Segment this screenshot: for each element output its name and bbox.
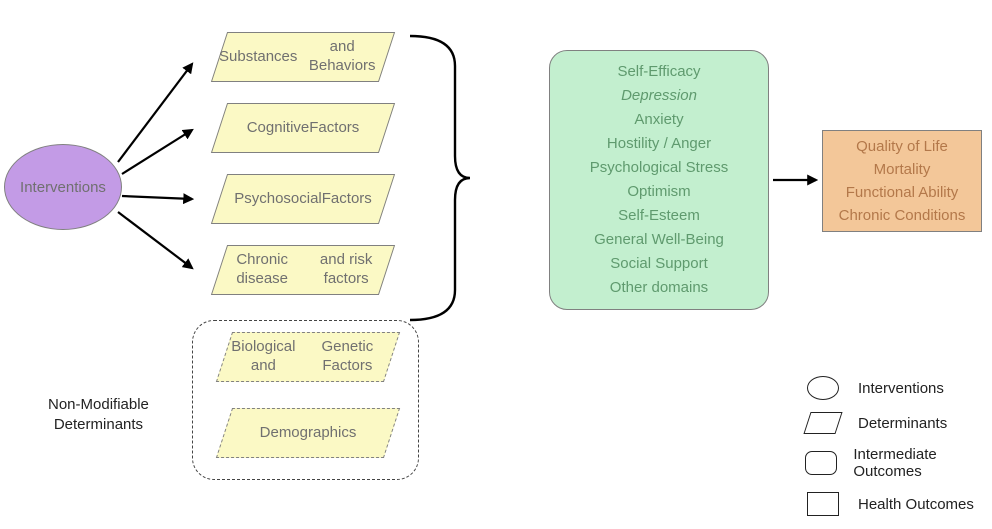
health-outcomes-box: Quality of LifeMortalityFunctional Abili… <box>822 130 982 232</box>
intermediate-line: General Well-Being <box>594 228 724 252</box>
determinant-label: PsychosocialFactors <box>219 174 387 224</box>
determinant-label: Substancesand Behaviors <box>219 32 387 82</box>
legend-shape-rrect <box>802 451 839 475</box>
arrow <box>118 212 192 268</box>
arrow <box>118 64 192 162</box>
nonmodifiable-label: Non-ModifiableDeterminants <box>48 395 149 434</box>
intermediate-outcomes-box: Self-EfficacyDepressionAnxietyHostility … <box>549 50 769 310</box>
intermediate-line: Social Support <box>610 252 708 276</box>
intermediate-line: Optimism <box>627 180 690 204</box>
intermediate-line: Psychological Stress <box>590 156 728 180</box>
legend-row-para: Determinants <box>802 412 992 434</box>
interventions-label: Interventions <box>20 179 106 196</box>
arrow <box>122 196 192 199</box>
legend-row-rect: Health Outcomes <box>802 492 992 516</box>
determinant-chronic: Chronic diseaseand risk factors <box>219 245 387 295</box>
determinant-bio: Biological andGenetic Factors <box>224 332 392 382</box>
determinant-substances: Substancesand Behaviors <box>219 32 387 82</box>
legend-row-rrect: Intermediate Outcomes <box>802 446 992 480</box>
health-line: Chronic Conditions <box>839 204 966 227</box>
determinant-psych: PsychosocialFactors <box>219 174 387 224</box>
interventions-node: Interventions <box>4 144 122 230</box>
legend-label: Intermediate Outcomes <box>853 446 992 480</box>
legend-shape-circle <box>802 376 844 400</box>
legend-label: Interventions <box>858 380 944 397</box>
determinant-label: Chronic diseaseand risk factors <box>219 245 387 295</box>
intermediate-line: Self-Efficacy <box>617 60 700 84</box>
determinant-label: CognitiveFactors <box>219 103 387 153</box>
legend-row-circle: Interventions <box>802 376 992 400</box>
determinant-demo: Demographics <box>224 408 392 458</box>
determinant-label: Demographics <box>224 408 392 458</box>
legend-label: Health Outcomes <box>858 496 974 513</box>
health-line: Mortality <box>874 158 931 181</box>
intermediate-line: Self-Esteem <box>618 204 700 228</box>
health-line: Quality of Life <box>856 135 948 158</box>
arrow <box>122 130 192 174</box>
legend-label: Determinants <box>858 415 947 432</box>
legend-shape-para <box>802 412 844 434</box>
curly-brace <box>410 36 470 320</box>
health-line: Functional Ability <box>846 181 959 204</box>
determinant-label: Biological andGenetic Factors <box>224 332 392 382</box>
intermediate-line: Anxiety <box>634 108 683 132</box>
intermediate-line: Hostility / Anger <box>607 132 711 156</box>
legend: Interventions Determinants Intermediate Ou… <box>802 376 992 516</box>
intermediate-line: Depression <box>621 84 697 108</box>
determinant-cognitive: CognitiveFactors <box>219 103 387 153</box>
legend-shape-rect <box>802 492 844 516</box>
intermediate-line: Other domains <box>610 276 708 300</box>
